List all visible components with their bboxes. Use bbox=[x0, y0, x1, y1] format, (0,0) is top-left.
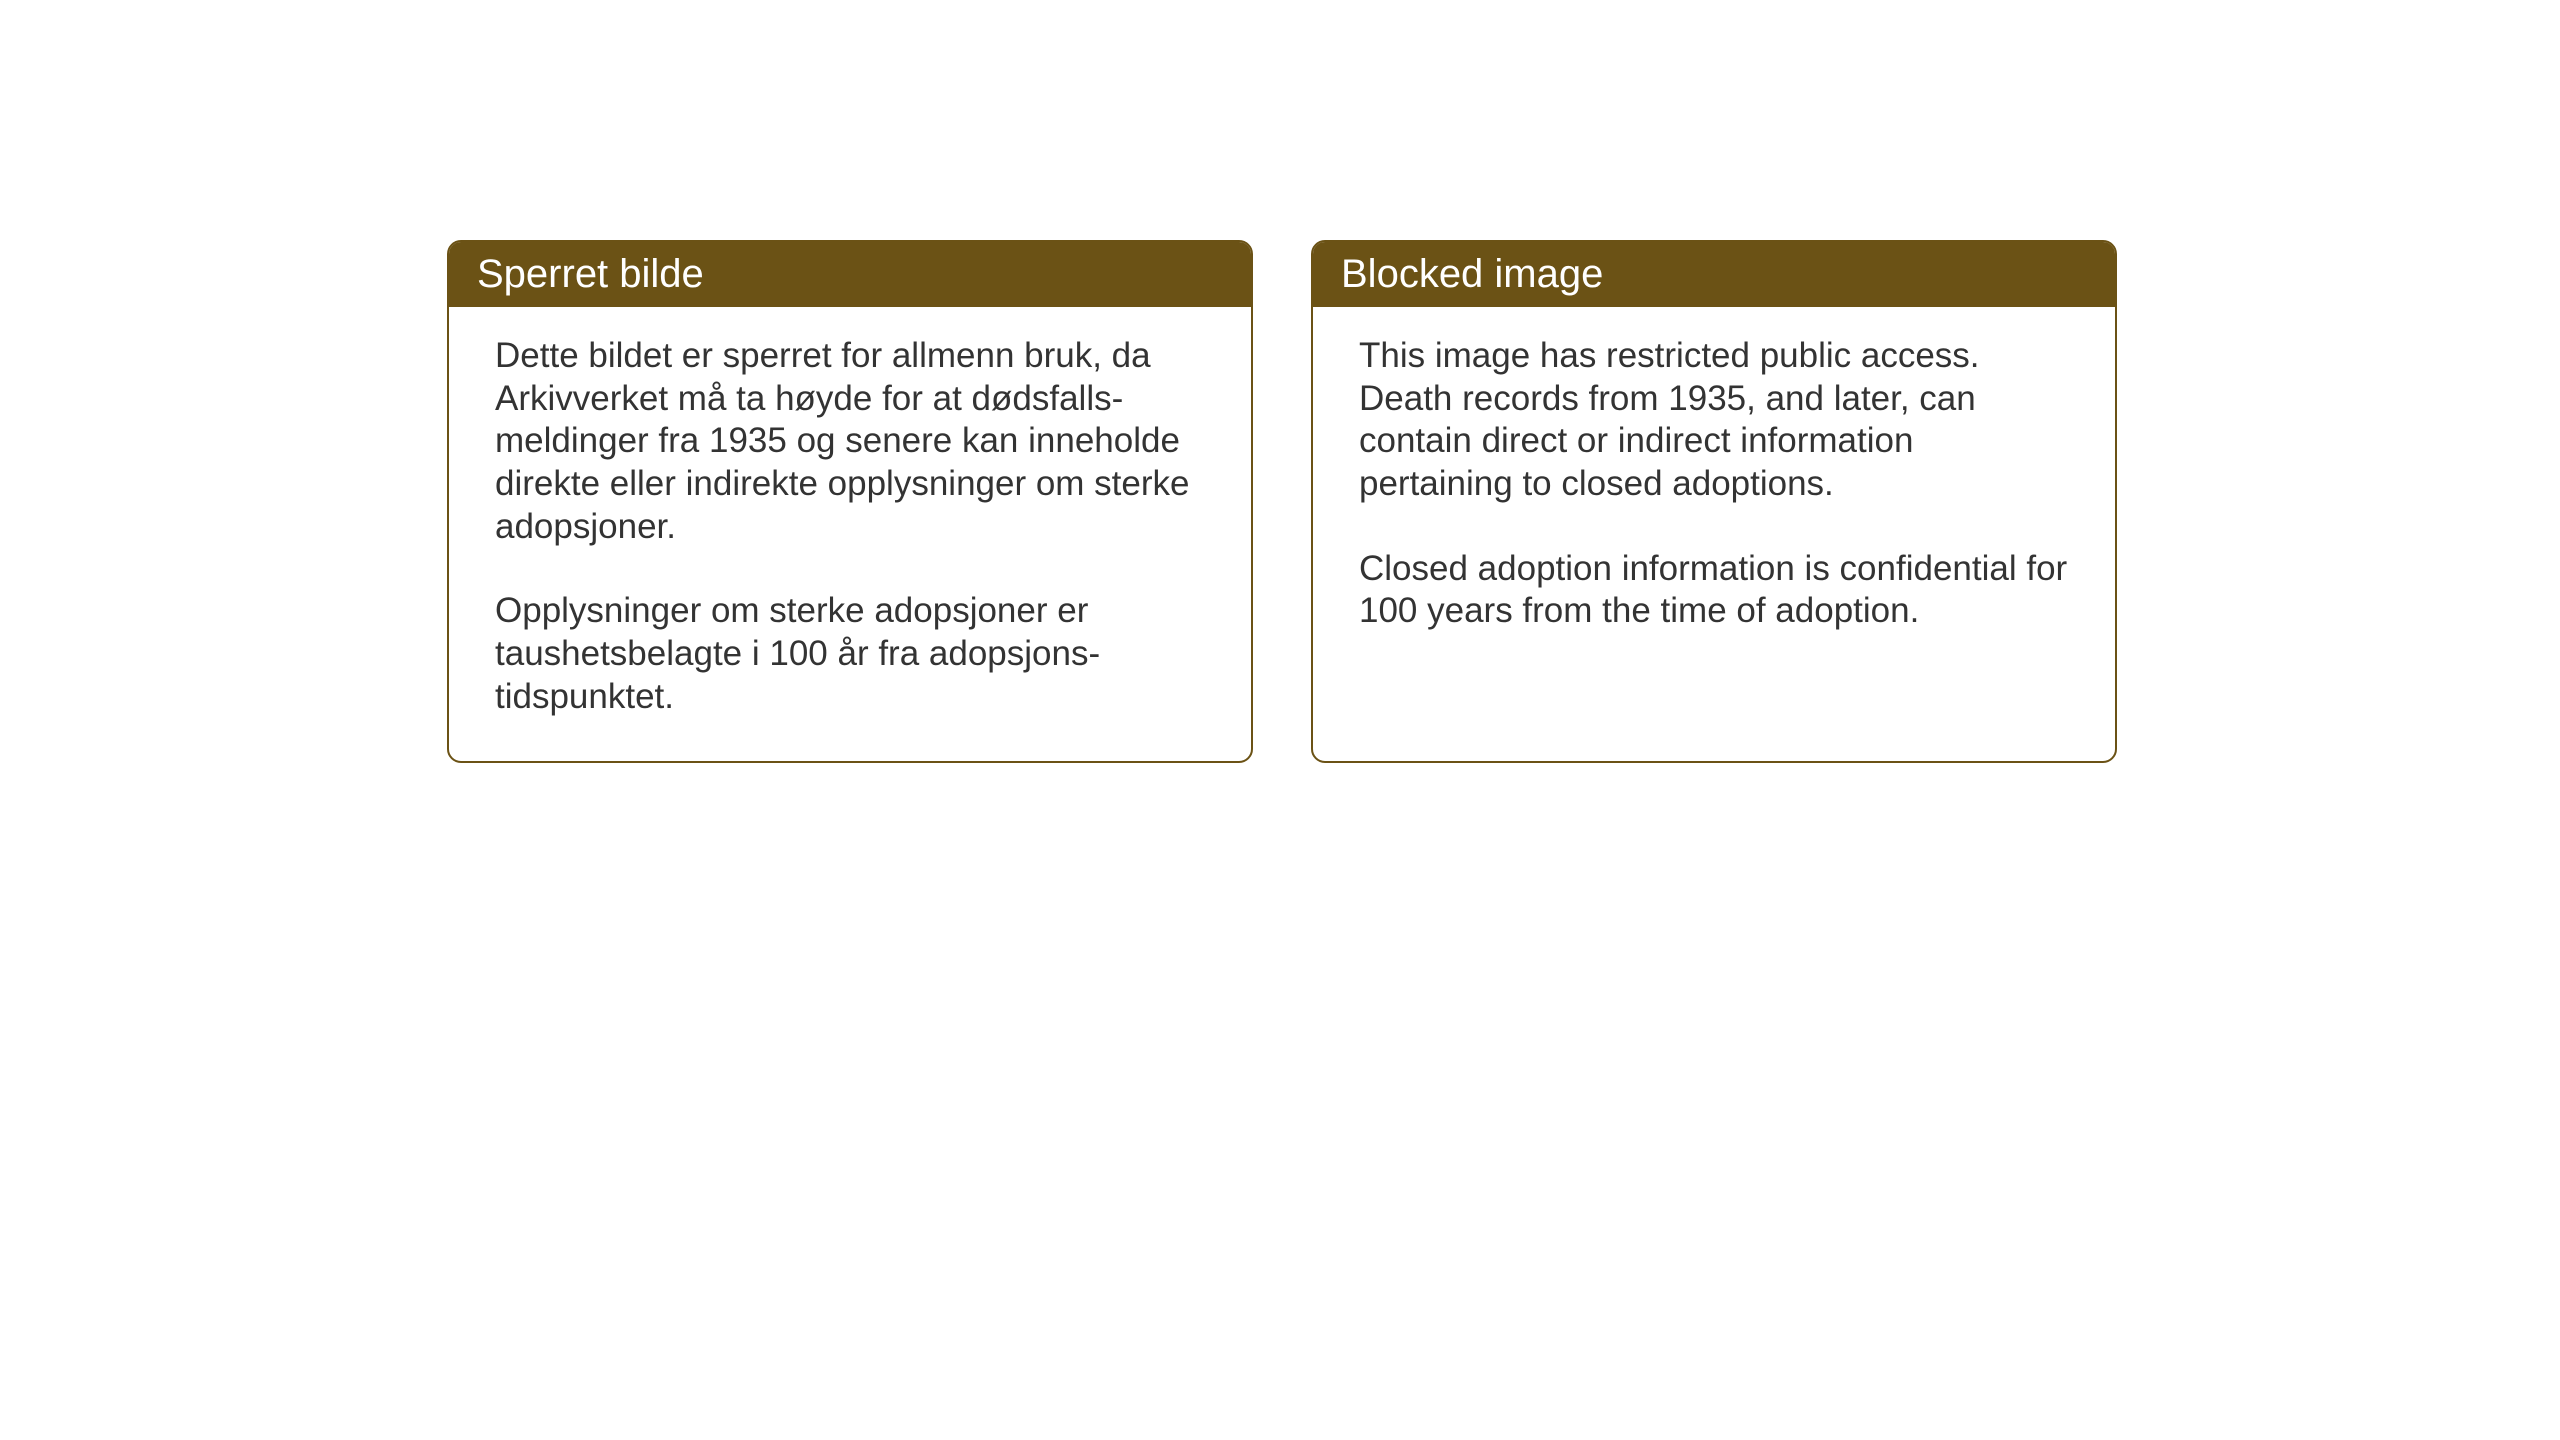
notice-cards-container: Sperret bilde Dette bildet er sperret fo… bbox=[447, 240, 2117, 763]
card-paragraph-2: Opplysninger om sterke adopsjoner er tau… bbox=[495, 590, 1205, 718]
card-body: This image has restricted public access.… bbox=[1313, 307, 2115, 675]
card-body: Dette bildet er sperret for allmenn bruk… bbox=[449, 307, 1251, 761]
card-header: Blocked image bbox=[1313, 242, 2115, 307]
notice-card-english: Blocked image This image has restricted … bbox=[1311, 240, 2117, 763]
notice-card-norwegian: Sperret bilde Dette bildet er sperret fo… bbox=[447, 240, 1253, 763]
card-paragraph-2: Closed adoption information is confident… bbox=[1359, 548, 2069, 633]
card-header: Sperret bilde bbox=[449, 242, 1251, 307]
card-paragraph-1: Dette bildet er sperret for allmenn bruk… bbox=[495, 335, 1205, 548]
card-paragraph-1: This image has restricted public access.… bbox=[1359, 335, 2069, 506]
